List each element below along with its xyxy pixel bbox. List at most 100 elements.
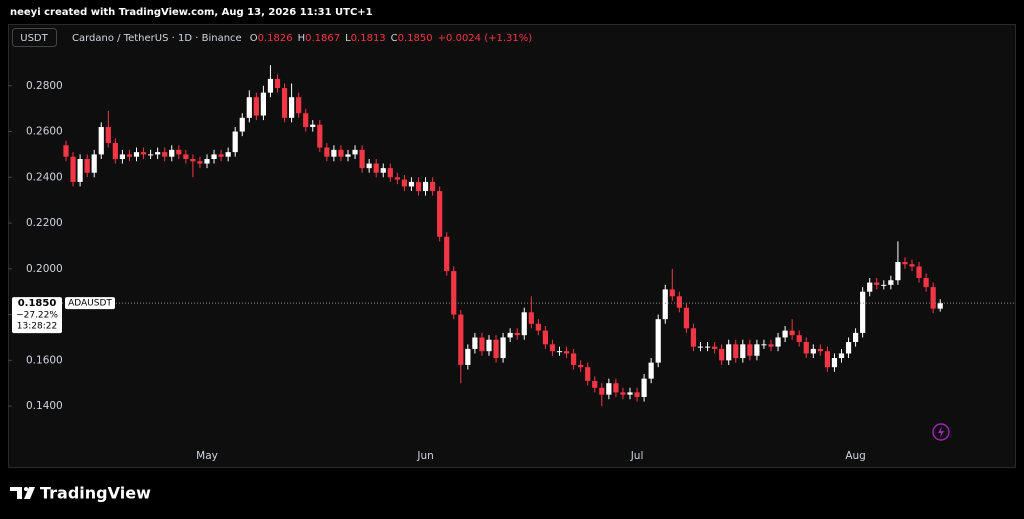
candle-body: [712, 346, 718, 349]
candle-body: [218, 154, 224, 157]
candle-body: [310, 124, 316, 127]
candle-body: [77, 158, 83, 182]
candle-body: [507, 332, 513, 338]
candle-body: [768, 344, 774, 347]
candle-body: [726, 344, 732, 361]
candle-body: [831, 358, 838, 368]
candle-body: [916, 266, 922, 278]
candle-body: [592, 380, 598, 388]
plot: 0.14000.16000.18000.20000.22000.24000.26…: [8, 65, 1015, 462]
chart-panel: [8, 24, 1016, 468]
candle-body: [359, 149, 365, 169]
legend-change: +0.0024 (+1.31%): [438, 33, 533, 44]
candle-body: [430, 181, 436, 192]
candle-body: [253, 97, 259, 116]
candle-body: [387, 168, 393, 178]
candle-body: [754, 344, 760, 356]
candle-body: [761, 344, 767, 346]
candle-body: [239, 117, 245, 132]
candle-body: [317, 124, 323, 148]
candle-body: [232, 131, 238, 153]
candle-body: [655, 319, 661, 363]
candle-body: [267, 78, 274, 93]
legend-value: 0.1850: [398, 33, 433, 44]
candle-body: [211, 154, 217, 159]
credit: neeyi created with TradingView.com, Aug …: [10, 7, 373, 18]
legend-label: O: [250, 33, 258, 44]
candle-body: [444, 236, 450, 272]
candle-body: [817, 348, 823, 352]
currency-box[interactable]: [12, 28, 57, 47]
candle-body: [542, 330, 548, 345]
candle-body: [91, 154, 97, 173]
candle-body: [155, 152, 161, 155]
ticker-tag-text: ADAUSDT: [68, 299, 112, 309]
x-tick-label: Jul: [630, 450, 644, 462]
candle-body: [479, 337, 485, 352]
candle-body: [204, 158, 210, 164]
candle-body: [902, 261, 908, 265]
candle-body: [585, 367, 591, 381]
candle-body: [84, 158, 90, 173]
candle-body: [303, 113, 309, 127]
candle-body: [535, 323, 541, 331]
candle-body: [514, 332, 520, 336]
candle-body: [860, 291, 866, 333]
candle-body: [881, 284, 887, 286]
candle-body: [422, 181, 429, 192]
x-tick-label: Aug: [845, 450, 866, 462]
alert-icon[interactable]: [932, 423, 950, 441]
candle-body: [845, 342, 852, 354]
ticker-tag: [65, 297, 115, 310]
candle-body: [500, 337, 506, 359]
candle-body: [289, 97, 295, 118]
candle-body: [331, 149, 337, 157]
candle-body: [683, 307, 689, 329]
legend-value: 0.1826: [258, 33, 293, 44]
candle-body: [105, 126, 111, 143]
candle-body: [98, 126, 104, 155]
candle-body: [634, 392, 640, 397]
candle-body: [556, 351, 563, 353]
candle-body: [451, 271, 457, 315]
candle-body: [133, 152, 140, 157]
candle-body: [571, 353, 577, 365]
candle-body: [719, 348, 725, 361]
candle-body: [888, 280, 894, 285]
y-tick-label: 0.2400: [26, 171, 63, 183]
y-tick-label: 0.2000: [26, 263, 63, 275]
candle-body: [190, 158, 196, 162]
currency[interactable]: USDT: [20, 33, 48, 44]
candle-body: [824, 351, 830, 368]
candle-body: [260, 92, 266, 116]
y-tick-label: 0.2600: [26, 126, 63, 138]
candle-body: [697, 346, 704, 348]
candle-body: [549, 344, 556, 352]
legend-label: H: [298, 33, 306, 44]
candle-body: [345, 154, 351, 157]
candle-body: [338, 149, 344, 157]
candle-body: [112, 142, 118, 159]
candle-body: [937, 303, 943, 309]
candle-body: [63, 145, 69, 157]
candle-body: [648, 362, 654, 379]
candle-body: [775, 337, 781, 347]
candle-body: [366, 163, 372, 169]
x-tick-label: Jun: [416, 450, 433, 462]
candle-body: [676, 296, 682, 308]
candle-body: [126, 154, 133, 157]
candle-body: [176, 149, 182, 155]
candle-body: [197, 161, 203, 164]
y-tick-label: 0.1400: [26, 400, 63, 412]
price-tag-change: −27.22%: [16, 311, 58, 321]
y-tick-label: 0.2800: [26, 80, 63, 92]
candle-body: [281, 88, 288, 118]
candle-body: [853, 332, 859, 343]
legend-label: C: [391, 33, 398, 44]
candle-body: [578, 364, 584, 368]
candle-body: [909, 264, 915, 267]
candle-body: [669, 289, 675, 297]
logo: TradingView: [10, 484, 151, 503]
candle-body: [930, 287, 936, 309]
